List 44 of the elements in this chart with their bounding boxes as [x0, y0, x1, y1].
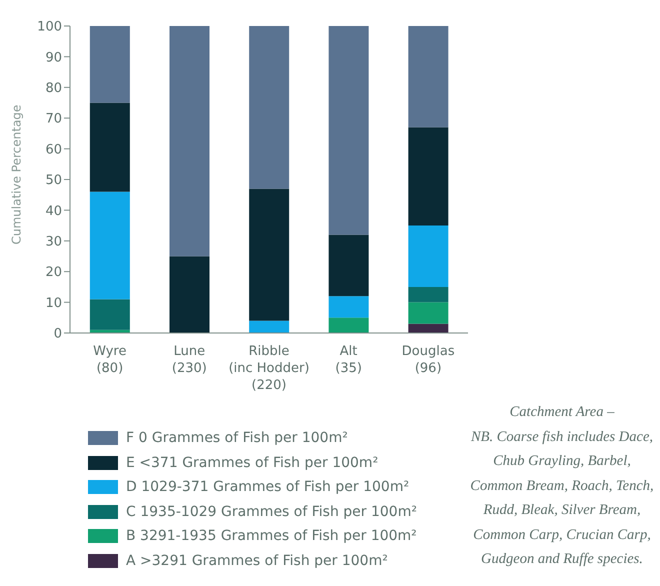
bar [249, 320, 290, 333]
y-tick-label: 30 [45, 234, 62, 250]
bar [408, 324, 448, 333]
bar [408, 226, 448, 287]
y-tick-label: 50 [45, 173, 62, 188]
bar [249, 26, 290, 189]
legend-label: D 1029-371 Grammes of Fish per 100m² [126, 479, 410, 496]
y-axis-title: Cumulative Percentage [9, 104, 24, 244]
y-tick-label: 100 [37, 20, 62, 35]
text: Catchment Area – [508, 403, 616, 422]
y-tick-label: 80 [45, 81, 62, 96]
bar [408, 127, 448, 226]
bar [408, 286, 448, 302]
bar [408, 302, 448, 324]
bar [249, 188, 290, 321]
y-tick-label: 60 [45, 142, 62, 158]
bar [408, 26, 448, 128]
legend-label: C 1935-1029 Grammes of Fish per 100m² [126, 504, 417, 520]
bar [328, 234, 369, 296]
y-tick-label: 0 [54, 326, 62, 342]
x-tick-label: Wyre (80) [93, 344, 126, 376]
bar [90, 102, 130, 192]
bar [90, 192, 130, 300]
bar [328, 26, 369, 235]
bar [170, 26, 210, 256]
legend-label: B 3291-1935 Grammes of Fish per 100m² [126, 528, 417, 544]
text: NB. Coarse fish includes Dace, Chub Grayling, Barbel, Common Bream, Roach, Tench, Rudd, Bleak, Silver Bream, Common Carp, Crucian Carp, Gudgeon and Ruffe species. [469, 428, 655, 569]
y-tick-label: 90 [45, 50, 62, 66]
legend-label: E <371 Grammes of Fish per 100m² [126, 454, 378, 471]
x-tick-label: Douglas (96) [402, 344, 455, 376]
y-tick-label: 40 [45, 204, 62, 219]
bar [328, 296, 369, 318]
legend-label: A >3291 Grammes of Fish per 100m² [126, 552, 388, 569]
bar [90, 26, 130, 103]
x-tick-label: Alt (35) [335, 344, 362, 376]
bar [328, 318, 369, 333]
y-tick-label: 70 [45, 112, 62, 127]
x-tick-label: Lune (230) [172, 344, 207, 376]
bar [170, 256, 210, 333]
x-tick-label: Ribble (inc Hodder) (220) [228, 344, 310, 393]
bar [90, 299, 130, 330]
y-tick-label: 10 [45, 296, 62, 311]
legend-label: F 0 Grammes of Fish per 100m² [126, 430, 348, 446]
y-tick-label: 20 [45, 265, 62, 280]
